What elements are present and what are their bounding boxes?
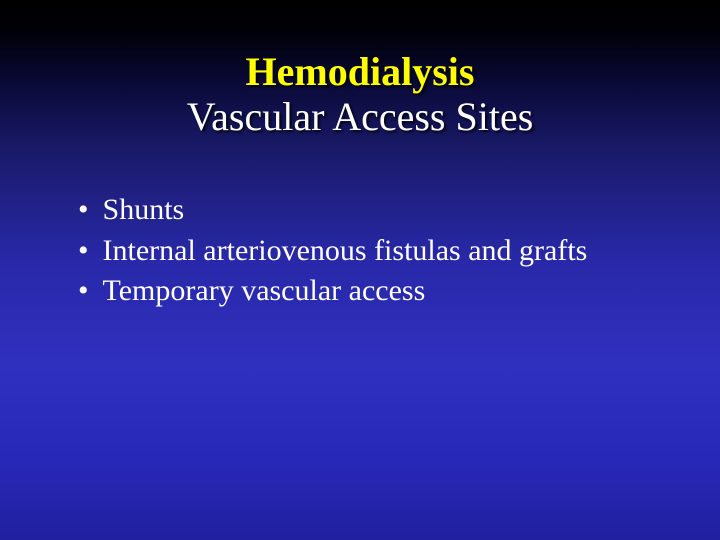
list-item: • Shunts — [78, 190, 660, 231]
bullet-icon: • — [78, 271, 89, 312]
title-line-2: Vascular Access Sites — [60, 94, 660, 140]
list-item: • Temporary vascular access — [78, 271, 660, 312]
bullet-icon: • — [78, 231, 89, 272]
bullet-text: Internal arteriovenous fistulas and graf… — [103, 231, 660, 272]
bullet-list: • Shunts • Internal arteriovenous fistul… — [60, 190, 660, 312]
bullet-text: Shunts — [103, 190, 660, 231]
title-line-1: Hemodialysis — [60, 50, 660, 94]
slide-title: Hemodialysis Vascular Access Sites — [60, 50, 660, 140]
bullet-text: Temporary vascular access — [103, 271, 660, 312]
slide-container: Hemodialysis Vascular Access Sites • Shu… — [0, 0, 720, 540]
list-item: • Internal arteriovenous fistulas and gr… — [78, 231, 660, 272]
bullet-icon: • — [78, 190, 89, 231]
